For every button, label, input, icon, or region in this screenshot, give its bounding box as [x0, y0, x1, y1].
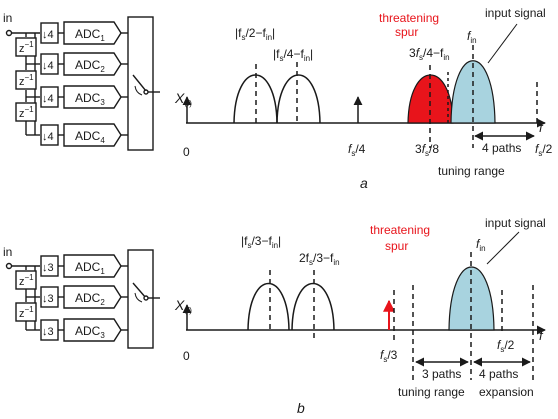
adc-label-b1: ADC1	[75, 260, 105, 276]
adc-label-b2: ADC2	[75, 291, 105, 307]
adc-block-a4	[63, 123, 122, 147]
alias-image-b1	[247, 283, 290, 331]
fin-label-a: fin	[467, 29, 477, 45]
circuit-b	[5, 249, 160, 349]
origin-label-b: 0	[183, 349, 190, 363]
y-axis-label-b: X(f)	[174, 297, 192, 315]
svg-text:↓4: ↓4	[42, 60, 54, 72]
adc-block-b3	[63, 318, 122, 342]
mux-switch-b	[132, 282, 147, 299]
spectrum-b	[182, 231, 546, 380]
paths3-label-b: 3 paths	[422, 367, 461, 381]
spectrum-a	[182, 23, 546, 148]
image-label-a2: |fs/4−fin|	[273, 47, 313, 63]
origin-label-a: 0	[183, 145, 190, 159]
paths-label-a: 4 paths	[482, 141, 521, 155]
decimator-b3	[40, 319, 59, 341]
input-signal-label-b: input signal	[485, 216, 546, 230]
x-axis-label-a: f	[539, 120, 544, 135]
panel-letter-a: a	[360, 175, 368, 191]
tuning-range-label-a: tuning range	[438, 164, 505, 178]
expansion-label-b: expansion	[479, 385, 534, 399]
input-label-b: in	[3, 245, 12, 259]
spur-label-a-line1: threatening	[379, 11, 439, 25]
alias-image-a2	[276, 74, 321, 124]
spur-freq-label-a: 3fs/4−fin	[409, 46, 450, 62]
spur-label-b-line1: threatening	[370, 223, 430, 237]
input-signal-label-a: input signal	[485, 6, 546, 20]
adc-block-b2	[63, 285, 122, 309]
mux-box-b	[127, 249, 154, 349]
input-label-a: in	[3, 11, 12, 25]
adc-block-a1	[63, 21, 122, 45]
circuit-a	[5, 16, 160, 151]
tick-fs3-b: fs/3	[380, 348, 398, 364]
spur-label-b-line2: spur	[385, 239, 408, 253]
tick-3fs8-a: 3fs/8	[415, 142, 439, 158]
y-axis-label-a: X(f)	[174, 90, 192, 108]
svg-text:↓4: ↓4	[42, 93, 54, 105]
paths4-label-b: 4 paths	[479, 367, 518, 381]
adc-label-a1: ADC1	[75, 27, 105, 43]
decimator-b2	[40, 286, 59, 308]
fin-label-b: fin	[476, 237, 486, 253]
svg-text:↓3: ↓3	[42, 262, 54, 274]
spectrum-a-text: X(f) 0 f fs/4 3fs/8 fs/2 |fs/2−fin| |fs/…	[174, 6, 553, 191]
decimator-b1	[40, 255, 59, 277]
tick-fs2-a: fs/2	[535, 142, 553, 158]
circuit-b-text: in z−1 z−1 ↓3 ↓3 ↓3 ADC1 ADC2 ADC3	[3, 245, 105, 340]
alias-image-b2	[291, 283, 335, 331]
decimator-a3	[40, 86, 59, 108]
adc-block-b1	[63, 254, 122, 278]
input-signal-pointer-a	[487, 23, 518, 64]
svg-text:z−1: z−1	[19, 105, 34, 120]
svg-text:↓4: ↓4	[42, 29, 54, 41]
input-node-b	[5, 262, 13, 270]
spur-label-a-line2: spur	[395, 25, 418, 39]
x-axis-label-b: f	[539, 328, 544, 343]
tick-fs2-b: fs/2	[497, 338, 515, 354]
image-label-b2: 2fs/3−fin	[299, 251, 340, 267]
delay-block-a1	[15, 37, 37, 57]
svg-text:z−1: z−1	[19, 273, 34, 288]
spur-shape-a	[407, 74, 454, 124]
panel-letter-b: b	[297, 400, 305, 416]
mux-box-a	[127, 16, 154, 151]
adc-block-a2	[63, 52, 122, 76]
svg-text:↓4: ↓4	[42, 131, 54, 143]
tuning-range-label-b: tuning range	[398, 385, 465, 399]
svg-text:z−1: z−1	[19, 73, 34, 88]
mux-switch-a	[132, 74, 147, 92]
input-signal-pointer-b	[486, 231, 520, 265]
circuit-a-text: in z−1 z−1 z−1 ↓4 ↓4 ↓4 ↓4 ADC1 ADC2 ADC…	[3, 11, 105, 145]
adc-block-a3	[63, 85, 122, 109]
svg-text:↓3: ↓3	[42, 326, 54, 338]
svg-text:↓3: ↓3	[42, 293, 54, 305]
decimator-a2	[40, 53, 59, 75]
adc-label-a4: ADC4	[75, 129, 105, 145]
adc-label-a3: ADC3	[75, 91, 105, 107]
svg-text:z−1: z−1	[19, 40, 34, 55]
decimator-a1	[40, 22, 59, 44]
adc-label-b3: ADC3	[75, 324, 105, 340]
delay-block-a3	[15, 102, 37, 122]
input-node-a	[5, 29, 13, 37]
decimator-a4	[40, 124, 59, 146]
image-label-b1: |fs/3−fin|	[241, 234, 281, 250]
svg-text:z−1: z−1	[19, 305, 34, 320]
delay-block-b2	[15, 302, 37, 322]
tick-fs4-a: fs/4	[348, 142, 366, 158]
delay-block-a2	[15, 70, 37, 90]
spectrum-b-text: X(f) 0 f fs/3 fs/2 |fs/3−fin| 2fs/3−fin …	[174, 216, 546, 416]
adc-label-a2: ADC2	[75, 58, 105, 74]
delay-block-b1	[15, 270, 37, 290]
image-label-a1: |fs/2−fin|	[235, 26, 275, 42]
